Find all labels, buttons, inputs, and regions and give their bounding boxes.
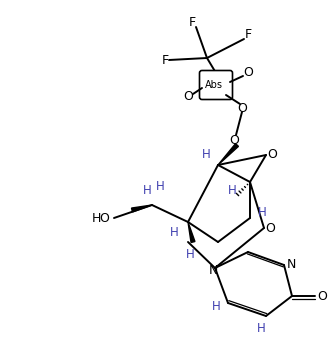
Text: O: O <box>265 221 275 234</box>
Text: H: H <box>156 180 165 193</box>
Text: O: O <box>99 212 109 225</box>
Text: O: O <box>183 91 193 104</box>
Polygon shape <box>188 222 195 243</box>
Text: H: H <box>169 225 178 238</box>
FancyBboxPatch shape <box>200 71 232 99</box>
Text: N: N <box>286 258 296 272</box>
Text: N: N <box>208 264 218 277</box>
Text: O: O <box>237 101 247 114</box>
Text: H: H <box>212 300 220 313</box>
Text: F: F <box>188 15 196 28</box>
Text: F: F <box>244 28 252 41</box>
Text: H: H <box>143 185 151 198</box>
Text: H: H <box>257 322 265 335</box>
Text: H: H <box>91 212 101 225</box>
Polygon shape <box>218 144 238 165</box>
Text: O: O <box>317 290 327 303</box>
Text: O: O <box>243 66 253 79</box>
Text: O: O <box>267 148 277 161</box>
Text: F: F <box>162 53 168 66</box>
Text: H: H <box>258 206 266 219</box>
Text: H: H <box>202 148 211 161</box>
Text: H: H <box>186 247 194 260</box>
Text: H: H <box>228 184 236 197</box>
Text: Abs: Abs <box>205 80 223 90</box>
Polygon shape <box>131 205 152 212</box>
Text: O: O <box>229 133 239 146</box>
